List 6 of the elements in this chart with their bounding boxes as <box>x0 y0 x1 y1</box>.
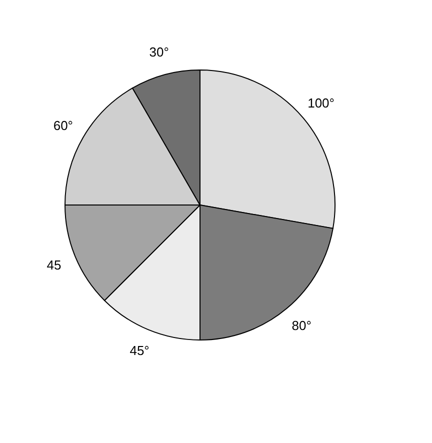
data-label: 60° <box>53 118 74 133</box>
data-label: 100° <box>308 95 334 110</box>
data-label: 45 <box>46 257 62 272</box>
data-label: 45° <box>130 342 150 358</box>
data-label: 30° <box>149 44 169 60</box>
data-label: 80° <box>292 318 312 334</box>
